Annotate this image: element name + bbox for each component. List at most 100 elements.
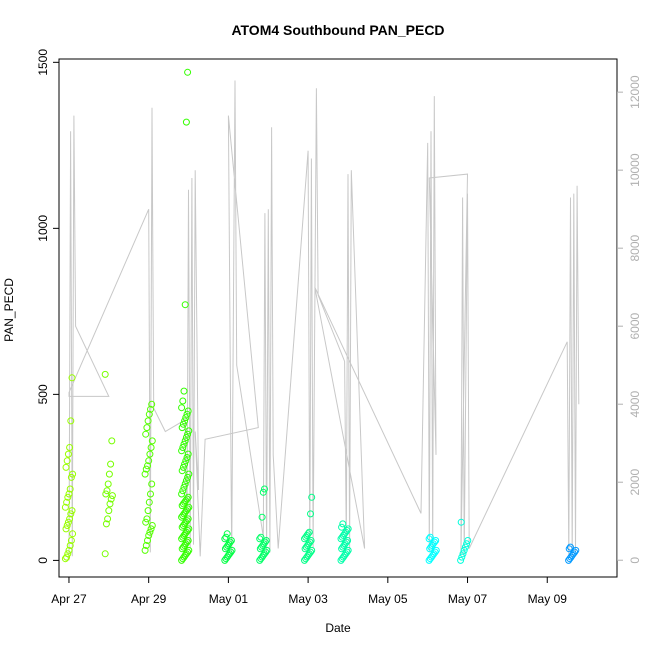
data-point (343, 548, 351, 556)
data-point (141, 546, 149, 554)
data-point (66, 485, 74, 493)
data-point (183, 454, 191, 461)
data-point (185, 503, 193, 511)
secondary-trace-line (68, 80, 580, 561)
axes-layer: 0 500 1000 1500 0 2000 4000 6000 8000 10000 12000 A… (36, 49, 642, 606)
data-point (64, 550, 72, 558)
data-point (107, 460, 115, 468)
data-point (185, 525, 193, 533)
data-point (66, 444, 74, 451)
y2-tick-label: 8000 (628, 235, 642, 262)
data-point (184, 515, 192, 523)
data-point (102, 520, 110, 528)
y-tick-label: 0 (36, 557, 50, 564)
data-point (145, 498, 153, 506)
data-point (62, 525, 70, 533)
data-point (108, 437, 116, 445)
data-point (105, 470, 113, 478)
data-point (426, 533, 434, 541)
data-point (184, 548, 192, 556)
data-point (338, 523, 346, 531)
data-point (184, 450, 192, 458)
data-point (182, 434, 190, 441)
x-tick-label: May 03 (288, 592, 328, 606)
data-point (144, 462, 151, 470)
y2-tick-label: 4000 (628, 391, 642, 418)
data-point (146, 450, 154, 458)
data-point (571, 548, 579, 556)
data-point (104, 515, 112, 523)
data-point (63, 553, 71, 561)
data-point (104, 480, 112, 488)
data-point (263, 546, 271, 554)
data-point (565, 545, 573, 553)
data-point (141, 470, 149, 478)
data-point (432, 546, 440, 554)
data-point (181, 417, 189, 425)
data-points-layer (61, 68, 580, 564)
data-point (64, 493, 72, 501)
data-point (142, 465, 150, 473)
data-point (339, 520, 347, 528)
data-point (145, 532, 153, 539)
data-point (223, 530, 231, 538)
data-point (182, 118, 190, 126)
data-point (147, 525, 155, 533)
data-point (457, 556, 465, 564)
data-point (180, 483, 188, 491)
x-tick-label: May 07 (448, 592, 488, 606)
data-point (183, 538, 191, 546)
data-point (184, 505, 192, 513)
data-point (307, 548, 314, 556)
data-point (63, 522, 71, 529)
data-point (67, 510, 75, 518)
data-point (62, 463, 70, 471)
data-point (144, 537, 151, 544)
data-point (185, 470, 193, 478)
data-point (464, 537, 472, 544)
data-point (66, 515, 74, 523)
data-point (226, 538, 234, 546)
data-point (262, 537, 270, 544)
data-point (306, 538, 314, 546)
y-tick-label: 500 (36, 384, 50, 404)
data-point (183, 495, 191, 503)
chart-title: ATOM4 Southbound PAN_PECD (231, 22, 444, 38)
data-point (308, 546, 316, 554)
data-point (184, 68, 192, 76)
data-point (227, 548, 235, 556)
data-point (566, 543, 574, 551)
x-axis-label: Date (325, 621, 351, 635)
data-point (184, 430, 192, 438)
data-point (144, 507, 152, 515)
data-point (102, 490, 110, 498)
data-point (147, 490, 154, 498)
data-point (228, 546, 236, 554)
data-point (458, 553, 466, 561)
data-point (148, 522, 156, 529)
data-point (68, 507, 76, 515)
secondary-trace-layer (68, 80, 580, 561)
data-point (108, 492, 116, 500)
data-point (67, 537, 75, 544)
data-point (64, 450, 72, 458)
data-point (259, 488, 267, 496)
data-point (143, 424, 151, 432)
data-point (64, 518, 72, 526)
data-point (180, 440, 188, 448)
data-point (101, 370, 109, 378)
y-tick-label: 1000 (36, 215, 50, 242)
data-point (185, 546, 193, 554)
data-point (258, 513, 266, 521)
data-point (344, 537, 352, 544)
x-tick-label: Apr 27 (51, 592, 87, 606)
data-point (461, 543, 469, 551)
data-point (304, 530, 312, 538)
data-point (66, 542, 74, 549)
data-point (431, 538, 438, 546)
data-point (308, 493, 316, 501)
data-point (180, 387, 188, 395)
data-point (261, 538, 269, 546)
y2-tick-label: 10000 (628, 153, 642, 187)
